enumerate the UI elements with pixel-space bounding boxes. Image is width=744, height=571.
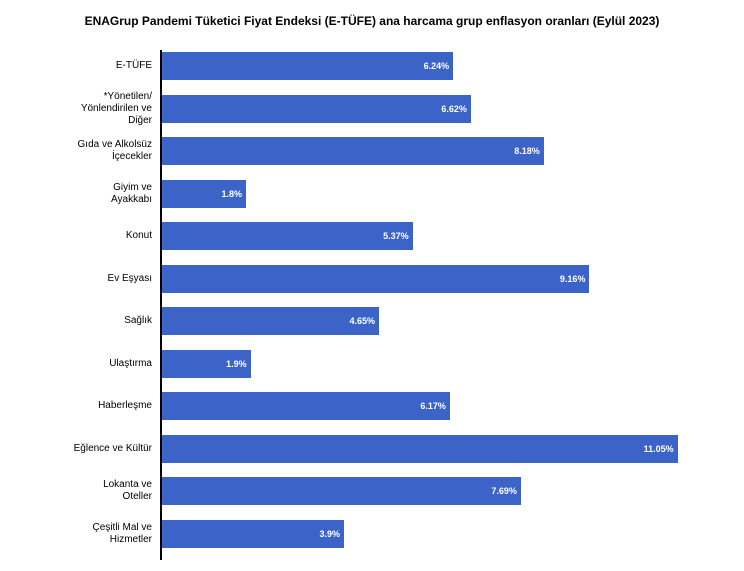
- chart-row: Eğlence ve Kültür11.05%: [160, 435, 720, 463]
- category-label: Ev Eşyası: [52, 273, 152, 285]
- chart-row: Ulaştırma1.9%: [160, 350, 720, 378]
- bar: [162, 52, 453, 80]
- category-label: Konut: [52, 230, 152, 242]
- bar-value-label: 5.37%: [383, 231, 409, 241]
- bar-value-label: 7.69%: [491, 486, 517, 496]
- bar: [162, 222, 413, 250]
- bar-value-label: 6.17%: [420, 401, 446, 411]
- category-label: Gıda ve Alkolsüzİçecekler: [52, 139, 152, 163]
- chart-row: Giyim veAyakkabı1.8%: [160, 180, 720, 208]
- bar: [162, 95, 471, 123]
- chart-row: *Yönetilen/Yönlendirilen veDiğer6.62%: [160, 95, 720, 123]
- category-label: Çeşitli Mal veHizmetler: [52, 522, 152, 546]
- bar: [162, 137, 544, 165]
- category-label: Giyim veAyakkabı: [52, 182, 152, 206]
- bar-value-label: 3.9%: [319, 529, 340, 539]
- bar-value-label: 4.65%: [349, 316, 375, 326]
- bar: [162, 477, 521, 505]
- bar-value-label: 1.8%: [221, 189, 242, 199]
- chart-frame: ENAGrup Pandemi Tüketici Fiyat Endeksi (…: [0, 0, 744, 571]
- bar-value-label: 8.18%: [514, 146, 540, 156]
- chart-row: E-TÜFE6.24%: [160, 52, 720, 80]
- chart-row: Haberleşme6.17%: [160, 392, 720, 420]
- category-label: Haberleşme: [52, 400, 152, 412]
- bar-value-label: 11.05%: [644, 444, 674, 454]
- bar: [162, 265, 589, 293]
- category-label: Eğlence ve Kültür: [52, 443, 152, 455]
- chart-row: Çeşitli Mal veHizmetler3.9%: [160, 520, 720, 548]
- bar-value-label: 6.24%: [424, 61, 450, 71]
- chart-row: Lokanta veOteller7.69%: [160, 477, 720, 505]
- bar: [162, 392, 450, 420]
- category-label: Ulaştırma: [52, 358, 152, 370]
- chart-title: ENAGrup Pandemi Tüketici Fiyat Endeksi (…: [0, 14, 744, 28]
- bar-value-label: 9.16%: [560, 274, 586, 284]
- chart-row: Gıda ve Alkolsüzİçecekler8.18%: [160, 137, 720, 165]
- category-label: Sağlık: [52, 315, 152, 327]
- category-label: Lokanta veOteller: [52, 479, 152, 503]
- category-label: E-TÜFE: [52, 60, 152, 72]
- bar: [162, 435, 678, 463]
- bar-value-label: 1.9%: [226, 359, 247, 369]
- category-label: *Yönetilen/Yönlendirilen veDiğer: [52, 91, 152, 127]
- plot-area: E-TÜFE6.24% *Yönetilen/Yönlendirilen veDi…: [160, 50, 720, 560]
- bar: [162, 307, 379, 335]
- chart-row: Ev Eşyası9.16%: [160, 265, 720, 293]
- bar-value-label: 6.62%: [441, 104, 467, 114]
- chart-row: Sağlık4.65%: [160, 307, 720, 335]
- chart-row: Konut5.37%: [160, 222, 720, 250]
- bar: [162, 520, 344, 548]
